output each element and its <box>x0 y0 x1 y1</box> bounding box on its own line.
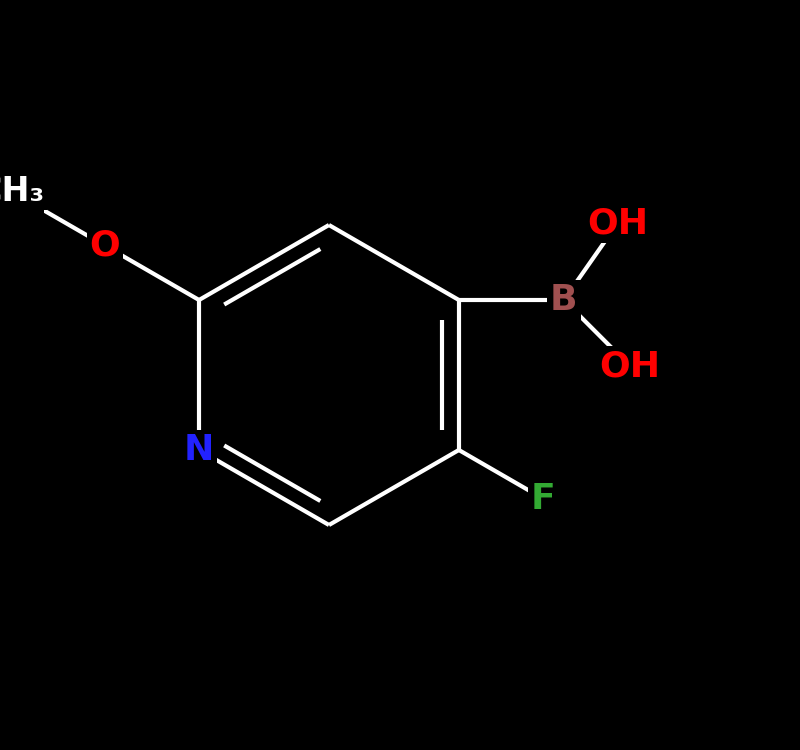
Text: OH: OH <box>599 350 661 383</box>
Text: B: B <box>550 283 578 317</box>
Text: CH₃: CH₃ <box>0 175 44 208</box>
Text: N: N <box>184 433 214 467</box>
Text: F: F <box>531 482 556 516</box>
Text: OH: OH <box>587 206 648 240</box>
Text: O: O <box>90 229 120 262</box>
